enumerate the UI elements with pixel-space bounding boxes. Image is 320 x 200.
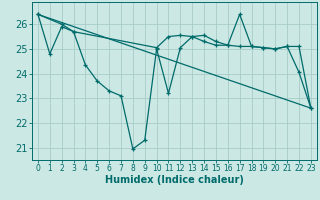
X-axis label: Humidex (Indice chaleur): Humidex (Indice chaleur) [105,175,244,185]
